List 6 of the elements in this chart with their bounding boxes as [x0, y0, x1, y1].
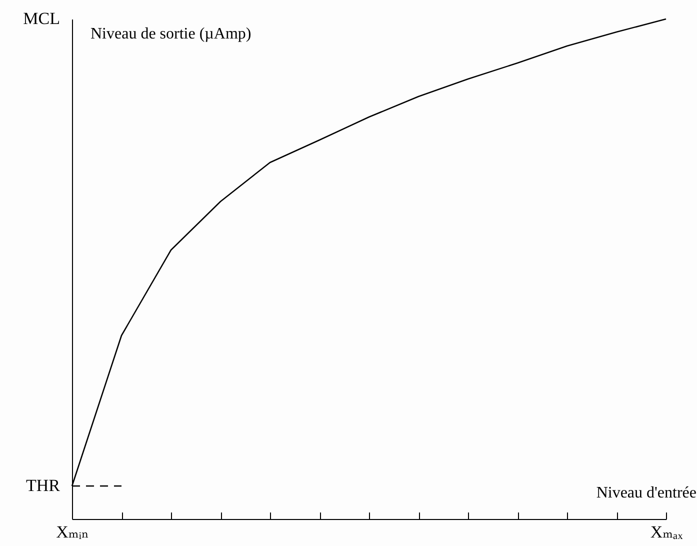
text: MCL [23, 9, 60, 28]
x-tick-label: Xₘᵢₙ [56, 522, 89, 542]
x-axis-title: Niveau d'entrée [596, 484, 696, 502]
x-tick-label: Xₘₐₓ [650, 522, 683, 542]
y-axis-title: Niveau de sortie (µAmp) [90, 26, 252, 42]
text: THR [26, 476, 61, 495]
